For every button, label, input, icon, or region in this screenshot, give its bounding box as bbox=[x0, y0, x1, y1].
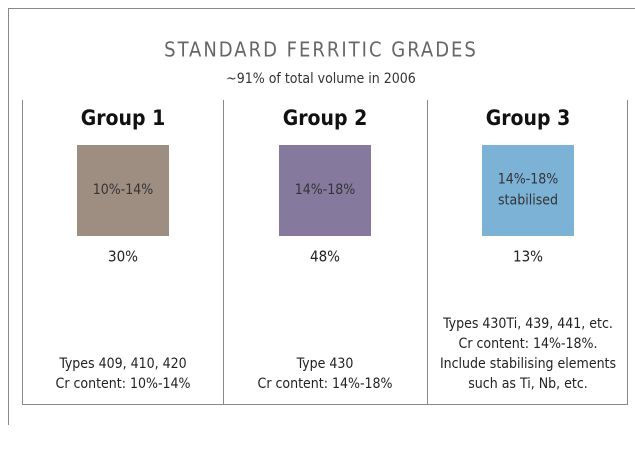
range-label: 10%-14% bbox=[93, 182, 154, 198]
range-label: 14%-18% bbox=[498, 172, 559, 188]
description: Type 430 bbox=[296, 356, 354, 372]
group-name: Group 2 bbox=[283, 106, 368, 130]
description: Types 430Ti, 439, 441, etc. bbox=[442, 316, 613, 332]
description: Cr content: 14%-18% bbox=[258, 376, 393, 392]
range-label: 14%-18% bbox=[295, 182, 356, 198]
share-label: 13% bbox=[513, 248, 543, 266]
range-label: stabilised bbox=[498, 193, 558, 209]
description: Cr content: 10%-14% bbox=[56, 376, 191, 392]
title: STANDARD FERRITIC GRADES bbox=[164, 38, 478, 62]
subtitle: ~91% of total volume in 2006 bbox=[226, 71, 416, 87]
description: Cr content: 14%-18%. bbox=[459, 336, 598, 352]
group-name: Group 3 bbox=[486, 106, 571, 130]
group-name: Group 1 bbox=[81, 106, 166, 130]
grade-box bbox=[77, 145, 169, 236]
share-label: 30% bbox=[108, 248, 138, 266]
description: Types 409, 410, 420 bbox=[58, 356, 186, 372]
grade-box bbox=[279, 145, 371, 236]
description: Include stabilising elements bbox=[440, 356, 616, 372]
grade-box bbox=[482, 145, 574, 236]
description: such as Ti, Nb, etc. bbox=[468, 376, 588, 392]
share-label: 48% bbox=[310, 248, 340, 266]
